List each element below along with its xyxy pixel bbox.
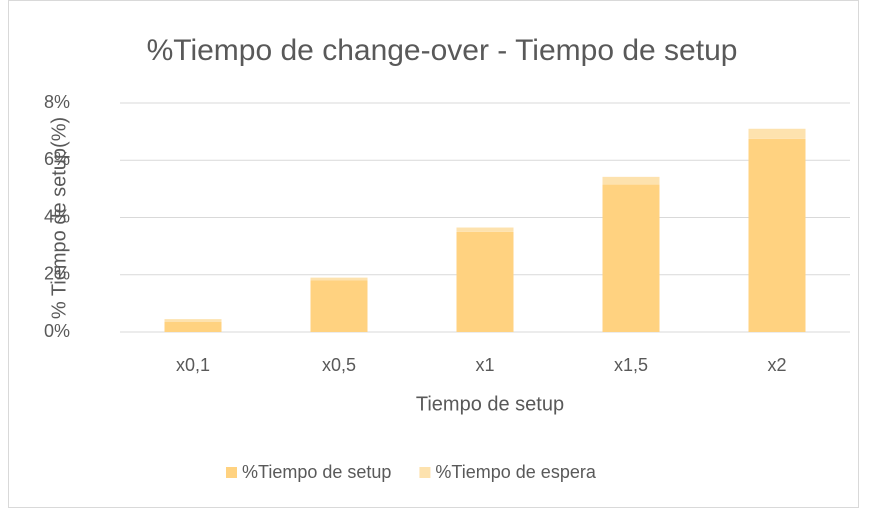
x-tick-label: x0,1 xyxy=(176,355,210,375)
legend-label: %Tiempo de espera xyxy=(435,462,596,482)
chart-frame xyxy=(8,0,859,508)
chart-title: %Tiempo de change-over - Tiempo de setup xyxy=(147,34,738,67)
y-tick-label: 6% xyxy=(44,149,70,169)
y-tick-label: 4% xyxy=(44,206,70,226)
x-tick-label: x1,5 xyxy=(614,355,648,375)
bar-segment xyxy=(748,128,806,139)
legend-swatch xyxy=(226,467,237,478)
x-tick-label: x2 xyxy=(767,355,786,375)
bar-segment xyxy=(310,277,368,281)
y-tick-label: 2% xyxy=(44,264,70,284)
legend-label: %Tiempo de setup xyxy=(242,462,391,482)
x-axis-title: Tiempo de setup xyxy=(416,393,564,415)
bar-segment xyxy=(164,321,222,332)
y-tick-label: 0% xyxy=(44,321,70,341)
bar-segment xyxy=(602,184,660,332)
bar-segment xyxy=(456,231,514,332)
x-tick-label: x1 xyxy=(475,355,494,375)
x-tick-label: x0,5 xyxy=(322,355,356,375)
legend-swatch xyxy=(419,467,431,478)
bar-segment xyxy=(456,227,514,232)
bar-segment xyxy=(310,280,368,332)
y-tick-label: 8% xyxy=(44,92,70,112)
bar-segment xyxy=(602,176,660,185)
y-axis-title: % Tiempo de setup(%) xyxy=(48,117,70,319)
bar-segment xyxy=(164,319,222,322)
bar-segment xyxy=(748,138,806,332)
